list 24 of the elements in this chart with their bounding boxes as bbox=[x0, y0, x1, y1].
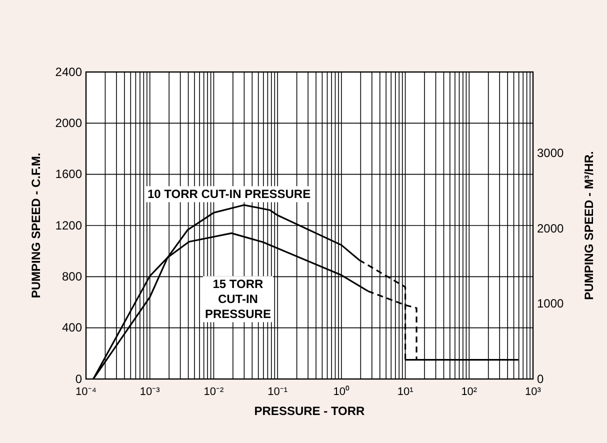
x-tick-label: 10³ bbox=[525, 386, 542, 398]
y-tick-label: 1200 bbox=[55, 218, 82, 232]
y-axis-title: PUMPING SPEED - C.F.M. bbox=[29, 152, 43, 298]
y-tick-label: 1600 bbox=[55, 167, 82, 182]
y2-tick-label: 0 bbox=[537, 372, 544, 386]
annotation: 15 TORR CUT-IN PRESSURE bbox=[204, 277, 271, 322]
x-tick-label: 10⁻⁴ bbox=[76, 386, 97, 398]
x-tick-label: 10¹ bbox=[397, 386, 414, 398]
y-tick-label: 0 bbox=[75, 372, 82, 386]
y2-tick-label: 1000 bbox=[537, 296, 564, 311]
y2-tick-label: 2000 bbox=[537, 221, 564, 236]
x-tick-label: 10⁰ bbox=[333, 384, 350, 398]
y-tick-label: 2400 bbox=[55, 64, 82, 79]
x-tick-label: 10⁻³ bbox=[140, 386, 160, 398]
y-tick-label: 800 bbox=[62, 270, 82, 284]
x-tick-label: 10⁻¹ bbox=[268, 386, 288, 398]
y2-axis-title: PUMPING SPEED - M³/HR. bbox=[582, 151, 596, 300]
x-axis-title: PRESSURE - TORR bbox=[254, 404, 366, 418]
y2-tick-label: 3000 bbox=[537, 146, 564, 160]
x-tick-label: 10² bbox=[461, 386, 478, 398]
annotation: 10 TORR CUT-IN PRESSURE bbox=[147, 187, 311, 202]
y-tick-label: 400 bbox=[62, 320, 82, 335]
x-tick-label: 10⁻² bbox=[204, 386, 224, 398]
y-tick-label: 2000 bbox=[55, 116, 82, 130]
